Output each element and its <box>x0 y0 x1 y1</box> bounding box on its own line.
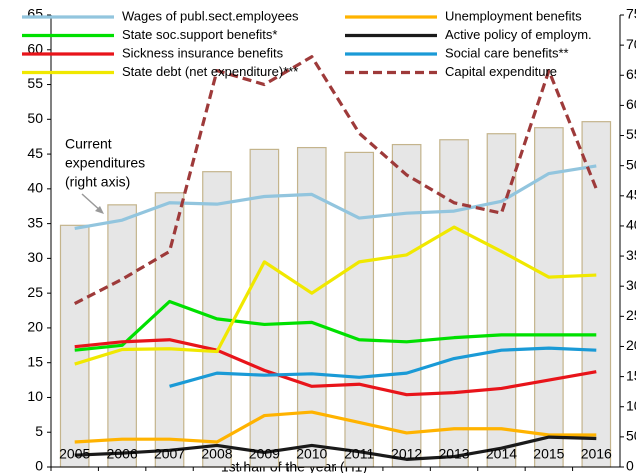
y-tick-label: 65 <box>27 6 43 22</box>
line-series <box>74 299 597 352</box>
line-series <box>73 55 598 306</box>
y2-tick-label: 650 <box>626 66 636 82</box>
y-tick-label: 35 <box>27 214 43 230</box>
annotation: Current <box>65 136 112 152</box>
y-tick-label: 25 <box>27 284 43 300</box>
x-tick-label: 2012 <box>391 446 422 462</box>
y2-tick-label: 50 <box>626 428 636 444</box>
y-tick-label: 45 <box>27 145 43 161</box>
bar <box>486 133 517 468</box>
legend-label: Sickness insurance benefits <box>122 45 284 60</box>
line-series <box>74 225 597 366</box>
y2-tick-label: 350 <box>626 247 636 263</box>
annotation: expenditures <box>65 155 145 171</box>
x-tick-label: 2013 <box>438 446 469 462</box>
y-tick-label: 15 <box>27 353 43 369</box>
legend-label: State debt (net expenditure)*** <box>122 64 298 79</box>
bar <box>534 127 564 468</box>
legend-label: Active policy of employm. <box>445 27 592 42</box>
legend-label: State soc.support benefits* <box>122 27 277 42</box>
bar <box>154 192 185 468</box>
y2-tick-label: 100 <box>626 397 636 413</box>
annotation: (right axis) <box>65 174 130 190</box>
line-series <box>169 346 597 388</box>
x-tick-label: 2007 <box>154 446 185 462</box>
annotation-arrowhead <box>95 206 104 214</box>
x-tick-label: 2008 <box>201 446 232 462</box>
y2-tick-label: 400 <box>626 217 636 233</box>
y-tick-label: 30 <box>27 249 43 265</box>
y2-tick-label: 0 <box>626 458 634 473</box>
y-tick-label: 10 <box>27 388 43 404</box>
y2-tick-label: 600 <box>626 96 636 112</box>
y-tick-label: 40 <box>27 180 43 196</box>
y-tick-label: 50 <box>27 110 43 126</box>
legend-label: Social care benefits** <box>445 45 569 60</box>
x-tick-label: 2005 <box>59 446 90 462</box>
line-series <box>74 338 597 397</box>
y-tick-label: 20 <box>27 319 43 335</box>
line-series <box>74 435 597 461</box>
bar <box>581 121 612 468</box>
bar <box>344 151 375 468</box>
x-tick-label: 2009 <box>249 446 280 462</box>
line-series <box>74 410 597 444</box>
y2-tick-label: 750 <box>626 6 636 22</box>
y2-tick-label: 500 <box>626 156 636 172</box>
x-tick-label: 2015 <box>533 446 564 462</box>
bar <box>391 143 422 468</box>
legend-label: Unemployment benefits <box>445 8 582 23</box>
x-tick-label: 2006 <box>107 446 138 462</box>
y2-tick-label: 700 <box>626 36 636 52</box>
y-tick-label: 5 <box>35 423 43 439</box>
legend-label: Capital expenditure <box>445 64 557 79</box>
legend-label: Wages of publ.sect.employees <box>122 8 299 23</box>
line-series <box>74 164 597 231</box>
x-tick-label: 2011 <box>344 446 374 462</box>
y-tick-label: 55 <box>27 75 43 91</box>
y2-tick-label: 250 <box>626 307 636 323</box>
y2-tick-label: 150 <box>626 367 636 383</box>
x-tick-label: 2010 <box>296 446 327 462</box>
y2-tick-label: 450 <box>626 187 636 203</box>
x-tick-label: 2014 <box>486 446 517 462</box>
y2-tick-label: 300 <box>626 277 636 293</box>
bar <box>439 139 469 468</box>
x-tick-label: 2016 <box>581 446 612 462</box>
y2-tick-label: 200 <box>626 337 636 353</box>
y2-tick-label: 550 <box>626 126 636 142</box>
y-tick-label: 0 <box>35 458 43 473</box>
